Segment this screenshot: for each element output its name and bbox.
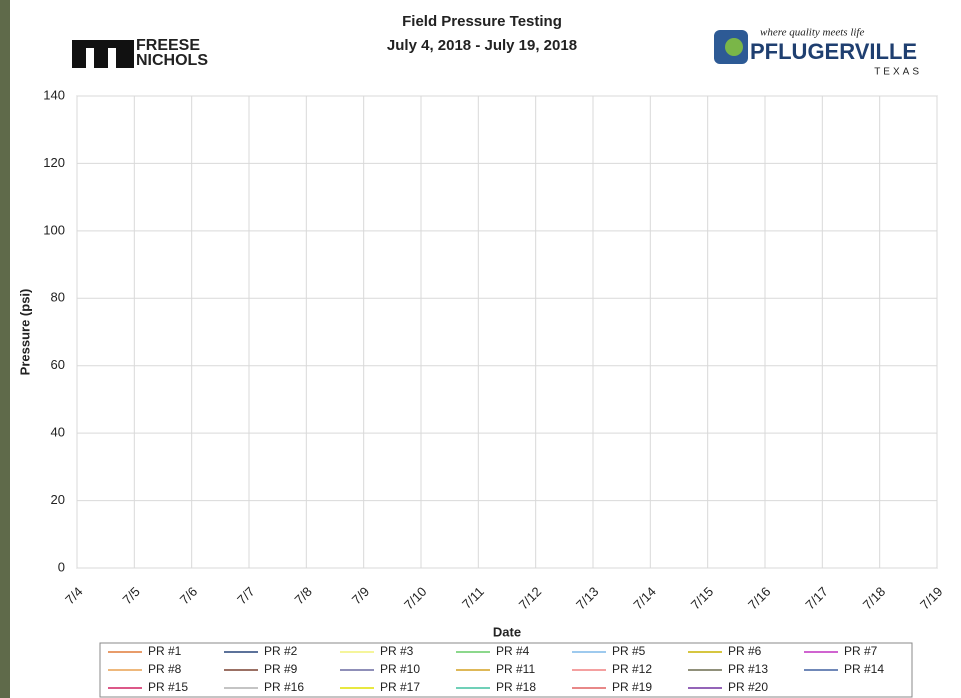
legend-label: PR #18 [496, 680, 536, 694]
plot-area [77, 96, 937, 568]
logo-tagline: where quality meets life [760, 27, 864, 39]
logo-cut [86, 48, 94, 68]
x-axis-title: Date [493, 624, 521, 639]
legend-label: PR #19 [612, 680, 652, 694]
legend-label: PR #6 [728, 644, 762, 658]
legend-label: PR #1 [148, 644, 182, 658]
logo-block [72, 40, 134, 68]
legend-label: PR #5 [612, 644, 646, 658]
logo-place: TEXAS [874, 67, 922, 78]
x-tick-label: 7/5 [119, 584, 142, 607]
legend-label: PR #11 [496, 662, 535, 676]
x-tick-label: 7/7 [234, 584, 257, 607]
legend-label: PR #7 [844, 644, 878, 658]
legend-label: PR #9 [264, 662, 298, 676]
logo-icon [725, 38, 743, 56]
y-tick-label: 20 [51, 492, 65, 507]
legend-label: PR #20 [728, 680, 768, 694]
y-tick-label: 60 [51, 357, 65, 372]
legend-label: PR #3 [380, 644, 414, 658]
x-tick-label: 7/10 [401, 584, 430, 613]
x-tick-label: 7/18 [860, 584, 889, 613]
legend-label: PR #17 [380, 680, 420, 694]
legend-label: PR #14 [844, 662, 884, 676]
legend-label: PR #4 [496, 644, 530, 658]
edge-strip [0, 0, 10, 698]
x-tick-label: 7/16 [745, 584, 774, 613]
chart-subtitle: July 4, 2018 - July 19, 2018 [387, 37, 577, 54]
y-tick-label: 140 [43, 87, 65, 102]
legend-label: PR #8 [148, 662, 182, 676]
logo-name: PFLUGERVILLE [750, 39, 917, 64]
logo-text: NICHOLS [136, 52, 208, 69]
x-tick-label: 7/11 [459, 584, 487, 612]
x-tick-label: 7/9 [349, 584, 372, 607]
x-tick-label: 7/15 [688, 584, 717, 613]
chart: FREESE NICHOLS Field Pressure Testing Ju… [0, 0, 961, 698]
logo-right: where quality meets life PFLUGERVILLE TE… [714, 27, 922, 78]
logo-cut [108, 48, 116, 68]
x-tick-label: 7/12 [516, 584, 545, 613]
y-axis-title: Pressure (psi) [17, 289, 32, 376]
legend-label: PR #13 [728, 662, 768, 676]
legend-label: PR #16 [264, 680, 304, 694]
x-tick-label: 7/8 [291, 584, 314, 607]
y-tick-label: 0 [58, 559, 65, 574]
y-tick-label: 80 [51, 290, 65, 305]
x-tick-label: 7/13 [573, 584, 602, 613]
chart-title: Field Pressure Testing [402, 13, 562, 30]
y-tick-label: 120 [43, 155, 65, 170]
x-tick-label: 7/19 [917, 584, 946, 613]
x-tick-label: 7/4 [62, 584, 85, 607]
legend-label: PR #12 [612, 662, 652, 676]
x-tick-label: 7/6 [177, 584, 200, 607]
logo-left: FREESE NICHOLS [72, 37, 208, 69]
y-tick-label: 40 [51, 425, 65, 440]
x-tick-label: 7/17 [802, 584, 831, 613]
legend-label: PR #10 [380, 662, 420, 676]
x-tick-label: 7/14 [630, 584, 659, 613]
legend-label: PR #15 [148, 680, 188, 694]
y-tick-label: 100 [43, 222, 65, 237]
legend-label: PR #2 [264, 644, 298, 658]
